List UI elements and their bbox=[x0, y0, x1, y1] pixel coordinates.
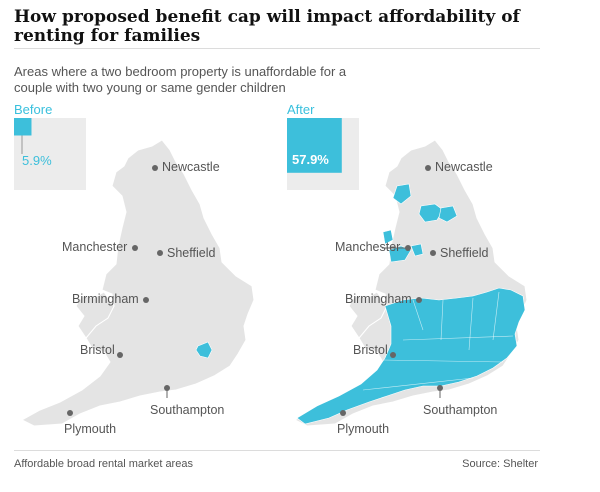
city-label-southampton: Southampton bbox=[150, 403, 224, 417]
share-label-before: 5.9% bbox=[22, 153, 52, 168]
city-dot bbox=[132, 245, 138, 251]
city-dot bbox=[67, 410, 73, 416]
city-dot bbox=[152, 165, 158, 171]
footer-source: Source: Shelter bbox=[462, 458, 538, 470]
footer-note: Affordable broad rental market areas bbox=[14, 458, 193, 470]
city-dot bbox=[430, 250, 436, 256]
share-box-fill bbox=[14, 118, 31, 135]
city-label-newcastle: Newcastle bbox=[435, 160, 493, 174]
share-label-after: 57.9% bbox=[292, 152, 329, 167]
city-label-plymouth: Plymouth bbox=[337, 422, 389, 436]
city-label-manchester: Manchester bbox=[335, 240, 400, 254]
city-label-sheffield: Sheffield bbox=[167, 246, 215, 260]
city-label-birmingham: Birmingham bbox=[72, 292, 139, 306]
city-dot bbox=[390, 352, 396, 358]
footer-divider bbox=[14, 450, 540, 451]
city-dot bbox=[416, 297, 422, 303]
city-label-bristol: Bristol bbox=[353, 343, 388, 357]
city-label-bristol: Bristol bbox=[80, 343, 115, 357]
city-label-sheffield: Sheffield bbox=[440, 246, 488, 260]
city-label-newcastle: Newcastle bbox=[162, 160, 220, 174]
city-label-birmingham: Birmingham bbox=[345, 292, 412, 306]
city-dot bbox=[143, 297, 149, 303]
city-label-manchester: Manchester bbox=[62, 240, 127, 254]
city-dot bbox=[157, 250, 163, 256]
city-dot bbox=[340, 410, 346, 416]
city-dot bbox=[425, 165, 431, 171]
city-dot bbox=[117, 352, 123, 358]
city-label-southampton: Southampton bbox=[423, 403, 497, 417]
city-label-plymouth: Plymouth bbox=[64, 422, 116, 436]
